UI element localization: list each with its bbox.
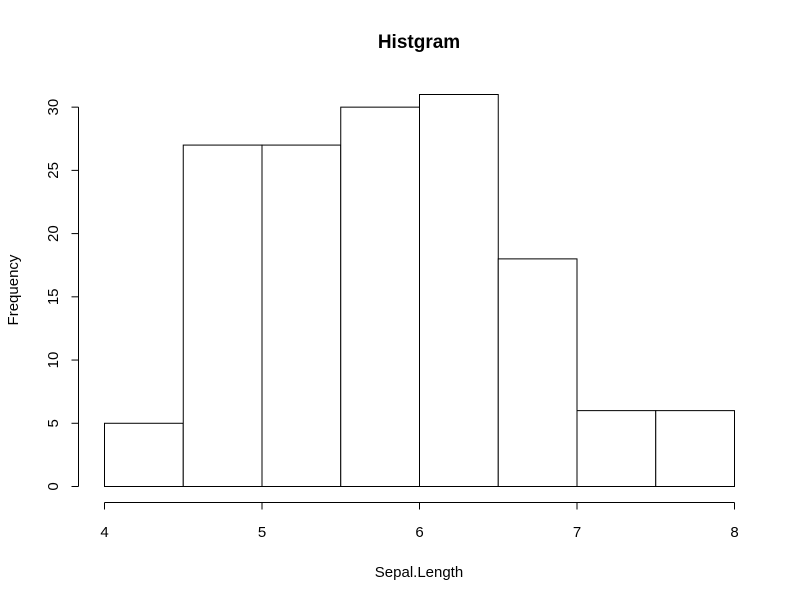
y-tick-label-5: 5 (45, 419, 62, 427)
x-tick-label-8: 8 (730, 524, 738, 541)
histogram-bar-7 (576, 410, 657, 487)
y-tick-label-10: 10 (45, 352, 62, 369)
y-tick-label-25: 25 (45, 162, 62, 179)
x-tick-label-5: 5 (258, 524, 266, 541)
histogram-bar-6 (497, 258, 578, 487)
histogram-bar-8 (655, 410, 735, 487)
histogram-bar-2 (182, 144, 263, 487)
x-axis: 4 5 6 7 8 (100, 502, 739, 541)
y-axis: 0 5 10 15 20 25 30 (45, 99, 79, 491)
y-tick-label-30: 30 (45, 99, 62, 116)
x-tick-label-6: 6 (415, 524, 423, 541)
bars-group (104, 94, 735, 488)
y-tick-label-20: 20 (45, 225, 62, 242)
histogram-bar-4 (340, 106, 420, 487)
x-axis-label: Sepal.Length (375, 564, 463, 581)
x-tick-label-4: 4 (100, 524, 108, 541)
chart-title: Histgram (378, 32, 460, 53)
y-tick-label-0: 0 (45, 482, 62, 490)
x-tick-label-7: 7 (573, 524, 581, 541)
histogram-bar-5 (419, 94, 499, 487)
histogram-bar-1 (104, 422, 184, 488)
y-axis-label: Frequency (5, 254, 22, 325)
y-tick-label-15: 15 (45, 288, 62, 305)
histogram-bar-3 (261, 144, 342, 487)
